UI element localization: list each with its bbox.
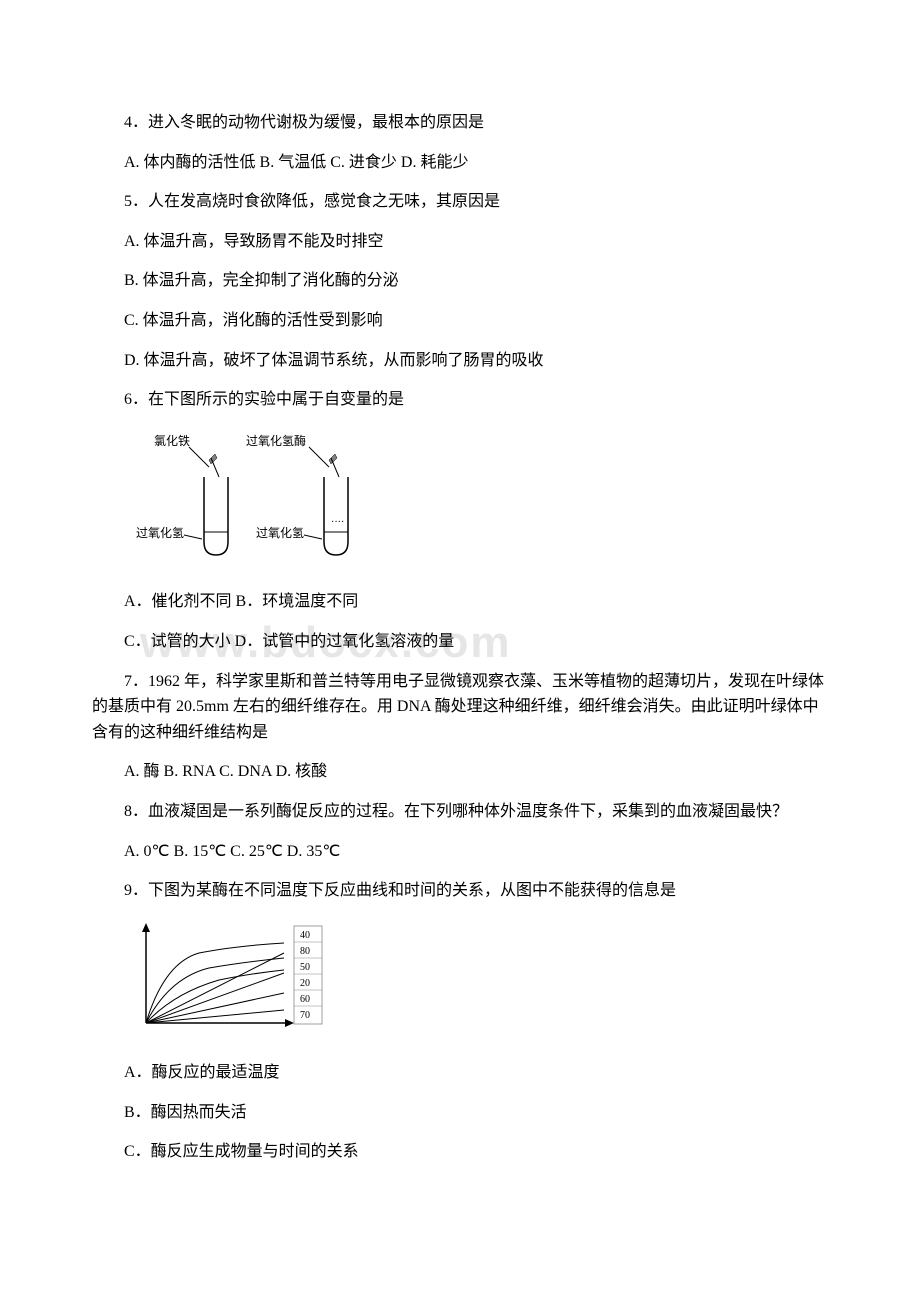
q7-text: 7．1962 年，科学家里斯和普兰特等用电子显微镜观察衣藻、玉米等植物的超薄切片… xyxy=(92,669,828,746)
q9-y-1: 80 xyxy=(300,946,310,957)
q9-y-4: 60 xyxy=(300,994,310,1005)
question-6: 6．在下图所示的实验中属于自变量的是 氯化铁 过氧化氢酶 过氧化氢 xyxy=(92,387,828,654)
q6-label-right-top: 过氧化氢酶 xyxy=(246,433,306,448)
q9-y-3: 20 xyxy=(300,978,310,989)
q6-text: 6．在下图所示的实验中属于自变量的是 xyxy=(92,387,828,413)
q6-dots: ···· xyxy=(331,517,344,528)
q8-options: A. 0℃ B. 15℃ C. 25℃ D. 35℃ xyxy=(92,839,828,865)
q9-option-a: A．酶反应的最适温度 xyxy=(92,1060,828,1086)
q4-options: A. 体内酶的活性低 B. 气温低 C. 进食少 D. 耗能少 xyxy=(92,150,828,176)
q5-option-b: B. 体温升高，完全抑制了消化酶的分泌 xyxy=(92,268,828,294)
q9-y-5: 70 xyxy=(300,1010,310,1021)
q9-y-0: 40 xyxy=(300,930,310,941)
q4-text: 4．进入冬眠的动物代谢极为缓慢，最根本的原因是 xyxy=(92,110,828,136)
document-body: 4．进入冬眠的动物代谢极为缓慢，最根本的原因是 A. 体内酶的活性低 B. 气温… xyxy=(92,110,828,1165)
q6-label-left-top: 氯化铁 xyxy=(154,434,190,448)
q8-text: 8．血液凝固是一系列酶促反应的过程。在下列哪种体外温度条件下，采集到的血液凝固最… xyxy=(92,799,828,825)
q6-options-cd: C．试管的大小 D．试管中的过氧化氢溶液的量 xyxy=(92,629,828,655)
q7-options: A. 酶 B. RNA C. DNA D. 核酸 xyxy=(92,759,828,785)
question-4: 4．进入冬眠的动物代谢极为缓慢，最根本的原因是 A. 体内酶的活性低 B. 气温… xyxy=(92,110,828,175)
q5-option-c: C. 体温升高，消化酶的活性受到影响 xyxy=(92,308,828,334)
q6-options-ab: A．催化剂不同 B．环境温度不同 xyxy=(92,589,828,615)
q5-option-d: D. 体温升高，破坏了体温调节系统，从而影响了肠胃的吸收 xyxy=(92,348,828,374)
q9-option-b: B．酶因热而失活 xyxy=(92,1100,828,1126)
q6-label-left-bottom: 过氧化氢 xyxy=(136,525,184,540)
question-5: 5．人在发高烧时食欲降低，感觉食之无味，其原因是 A. 体温升高，导致肠胃不能及… xyxy=(92,189,828,373)
question-8: 8．血液凝固是一系列酶促反应的过程。在下列哪种体外温度条件下，采集到的血液凝固最… xyxy=(92,799,828,864)
q5-text: 5．人在发高烧时食欲降低，感觉食之无味，其原因是 xyxy=(92,189,828,215)
q9-y-2: 50 xyxy=(300,962,310,973)
question-9: 9．下图为某酶在不同温度下反应曲线和时间的关系，从图中不能获得的信息是 xyxy=(92,878,828,1165)
q9-diagram: 40 80 50 20 60 70 xyxy=(124,918,828,1047)
q9-option-c: C．酶反应生成物量与时间的关系 xyxy=(92,1139,828,1165)
q5-option-a: A. 体温升高，导致肠胃不能及时排空 xyxy=(92,229,828,255)
q6-label-right-bottom: 过氧化氢 xyxy=(256,525,304,540)
q6-diagram: 氯化铁 过氧化氢酶 过氧化氢 ···· 过氧化氢 xyxy=(124,427,828,576)
question-7: 7．1962 年，科学家里斯和普兰特等用电子显微镜观察衣藻、玉米等植物的超薄切片… xyxy=(92,669,828,785)
q9-text: 9．下图为某酶在不同温度下反应曲线和时间的关系，从图中不能获得的信息是 xyxy=(92,878,828,904)
